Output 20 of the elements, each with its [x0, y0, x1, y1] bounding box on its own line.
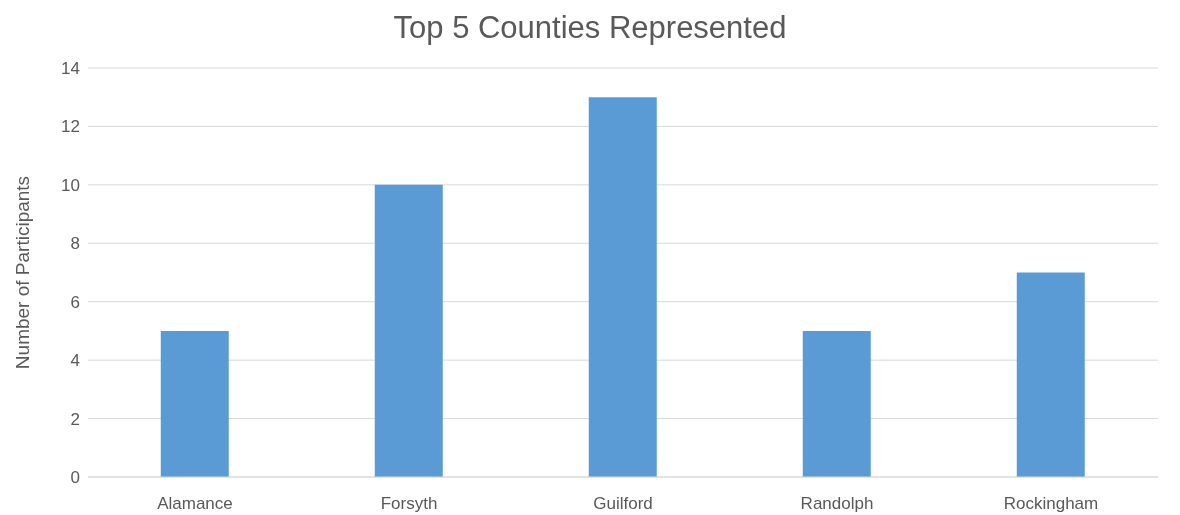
bar — [1016, 272, 1085, 477]
y-tick-label: 10 — [61, 175, 80, 195]
y-axis-title: Number of Participants — [11, 175, 33, 370]
bar — [374, 184, 443, 477]
chart-title: Top 5 Counties Represented — [392, 9, 788, 47]
y-tick-label: 4 — [70, 351, 80, 371]
y-tick-label: 6 — [70, 292, 80, 312]
x-tick-label: Forsyth — [380, 494, 438, 514]
y-tick-label: 14 — [61, 59, 80, 79]
bar — [802, 330, 871, 477]
bar — [588, 97, 657, 477]
x-tick-label: Rockingham — [1003, 494, 1099, 514]
y-tick-label: 0 — [70, 468, 80, 488]
bar — [160, 330, 229, 477]
x-tick-label: Alamance — [157, 494, 233, 514]
y-tick-label: 2 — [70, 409, 80, 429]
y-tick-label: 12 — [61, 117, 80, 137]
y-tick-label: 8 — [70, 234, 80, 254]
x-tick-label: Guilford — [593, 494, 653, 514]
x-tick-label: Randolph — [800, 494, 874, 514]
